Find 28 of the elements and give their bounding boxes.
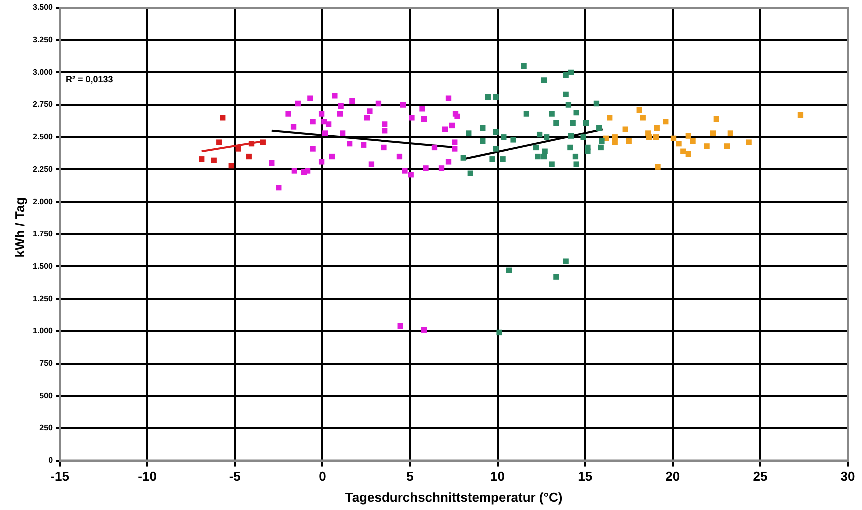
x-tick-label: 15 bbox=[578, 469, 593, 484]
x-tick-label: 30 bbox=[840, 469, 856, 484]
y-tick-label: 750 bbox=[40, 358, 54, 368]
y-tick-label: 1.500 bbox=[32, 262, 54, 271]
y-tick-label: 250 bbox=[40, 424, 54, 433]
x-tick-label: -15 bbox=[50, 469, 70, 484]
y-tick-label: 2.250 bbox=[32, 164, 54, 174]
annotation: R² = 0,0133 bbox=[66, 74, 114, 84]
y-tick-label: 2.500 bbox=[32, 132, 54, 142]
y-tick-label: 2.000 bbox=[32, 197, 54, 206]
y-tick-label: 3.000 bbox=[32, 68, 54, 77]
x-tick-label: 5 bbox=[406, 469, 414, 484]
y-tick-label: 2.750 bbox=[32, 100, 54, 110]
x-tick-label: 0 bbox=[319, 469, 326, 484]
x-tick-label: -10 bbox=[138, 469, 157, 484]
y-tick-label: 3.500 bbox=[32, 3, 54, 12]
y-tick-label: 500 bbox=[40, 391, 54, 400]
x-tick-label: 20 bbox=[666, 469, 680, 484]
x-axis-title: Tagesdurchschnittstemperatur (°C) bbox=[345, 490, 563, 505]
x-tick-label: 10 bbox=[490, 469, 506, 484]
y-axis-title: kWh / Tag bbox=[12, 196, 28, 260]
y-tick-label: 1.250 bbox=[32, 294, 54, 304]
x-tick-label: 25 bbox=[753, 469, 768, 484]
y-tick-label: 3.250 bbox=[32, 36, 54, 45]
y-tick-label: 1.750 bbox=[32, 230, 54, 239]
y-tick-label: 1.000 bbox=[32, 326, 54, 336]
y-tick-label: 0 bbox=[48, 456, 54, 466]
x-tick-label: -5 bbox=[229, 469, 241, 484]
